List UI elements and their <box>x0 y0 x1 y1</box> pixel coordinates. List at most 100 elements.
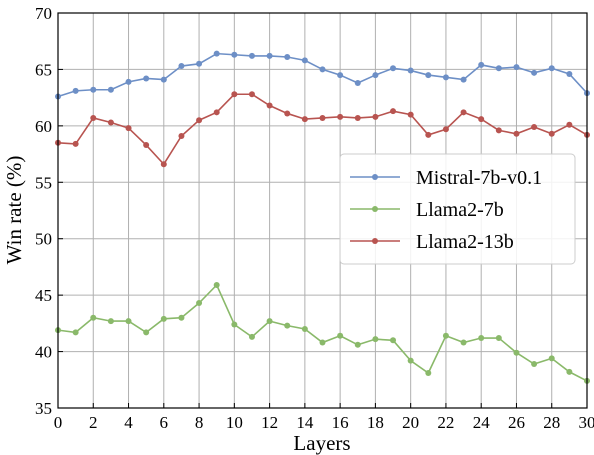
legend-label-mistral-7b-v0-1: Mistral-7b-v0.1 <box>416 167 542 189</box>
data-point-llama2-7b <box>143 329 150 336</box>
y-tick-label: 70 <box>35 4 52 23</box>
data-point-mistral-7b-v0-1 <box>372 72 379 79</box>
data-point-llama2-13b <box>284 110 291 117</box>
x-axis-label: Layers <box>293 431 350 455</box>
data-point-llama2-13b <box>125 125 132 132</box>
data-point-llama2-7b <box>284 322 291 329</box>
data-point-llama2-13b <box>425 131 432 138</box>
data-point-llama2-13b <box>107 119 114 126</box>
legend-label-llama2-7b: Llama2-7b <box>416 199 504 221</box>
data-point-llama2-13b <box>337 113 344 120</box>
data-point-llama2-7b <box>372 336 379 343</box>
data-point-llama2-13b <box>442 126 449 133</box>
data-point-mistral-7b-v0-1 <box>460 76 467 83</box>
data-point-llama2-7b <box>513 349 520 356</box>
data-point-llama2-7b <box>248 333 255 340</box>
data-point-mistral-7b-v0-1 <box>407 67 414 74</box>
data-point-llama2-7b <box>478 335 485 342</box>
data-point-llama2-13b <box>213 109 220 116</box>
x-tick-label: 8 <box>195 413 204 432</box>
series-layer <box>55 50 590 384</box>
data-point-mistral-7b-v0-1 <box>284 54 291 61</box>
data-point-mistral-7b-v0-1 <box>125 78 132 85</box>
data-point-llama2-7b <box>407 357 414 364</box>
data-point-mistral-7b-v0-1 <box>143 75 150 82</box>
x-tick-label: 28 <box>543 413 560 432</box>
x-tick-label: 26 <box>508 413 525 432</box>
data-point-mistral-7b-v0-1 <box>90 86 97 93</box>
data-point-llama2-13b <box>248 91 255 98</box>
data-point-mistral-7b-v0-1 <box>72 87 79 94</box>
data-point-mistral-7b-v0-1 <box>425 72 432 79</box>
data-point-llama2-13b <box>390 108 397 115</box>
series-line-mistral-7b-v0-1 <box>57 52 588 98</box>
data-point-llama2-7b <box>125 318 132 325</box>
data-point-llama2-7b <box>196 300 203 307</box>
y-tick-label: 55 <box>35 173 52 192</box>
data-point-mistral-7b-v0-1 <box>213 50 220 57</box>
y-tick-label: 50 <box>35 230 52 249</box>
data-point-llama2-13b <box>196 117 203 124</box>
legend-marker-llama2-13b <box>372 238 378 244</box>
data-point-llama2-7b <box>72 329 79 336</box>
x-tick-label: 20 <box>402 413 419 432</box>
data-point-mistral-7b-v0-1 <box>107 86 114 93</box>
legend-marker-llama2-7b <box>372 206 378 212</box>
data-point-llama2-13b <box>513 130 520 137</box>
data-point-llama2-13b <box>178 133 185 140</box>
x-tick-label: 4 <box>124 413 133 432</box>
data-point-llama2-7b <box>90 314 97 321</box>
data-point-llama2-7b <box>319 339 326 346</box>
data-point-llama2-13b <box>478 116 485 123</box>
data-point-llama2-13b <box>566 121 573 128</box>
legend-marker-mistral-7b-v0-1 <box>372 174 378 180</box>
data-point-llama2-7b <box>337 332 344 339</box>
data-point-llama2-7b <box>390 337 397 344</box>
plot-frame <box>57 12 588 409</box>
legend-label-llama2-13b: Llama2-13b <box>416 231 514 253</box>
data-point-llama2-13b <box>460 109 467 116</box>
data-point-llama2-7b <box>107 318 114 325</box>
x-tick-label: 0 <box>54 413 63 432</box>
data-point-llama2-7b <box>548 355 555 362</box>
data-point-llama2-13b <box>90 114 97 121</box>
x-tick-label: 2 <box>89 413 98 432</box>
y-tick-label: 65 <box>35 60 52 79</box>
data-point-llama2-13b <box>301 116 308 123</box>
data-point-mistral-7b-v0-1 <box>248 52 255 59</box>
y-axis-label: Win rate (%) <box>2 156 26 265</box>
data-point-llama2-13b <box>319 114 326 121</box>
data-point-mistral-7b-v0-1 <box>442 74 449 81</box>
x-tick-label: 14 <box>296 413 314 432</box>
x-tick-label: 24 <box>473 413 491 432</box>
data-point-llama2-13b <box>160 161 167 168</box>
series-line-llama2-7b <box>57 283 588 382</box>
data-point-llama2-7b <box>442 332 449 339</box>
data-point-mistral-7b-v0-1 <box>337 72 344 79</box>
data-point-llama2-13b <box>548 130 555 137</box>
y-tick-label: 35 <box>35 399 52 418</box>
data-point-mistral-7b-v0-1 <box>531 69 538 76</box>
x-tick-label: 6 <box>160 413 169 432</box>
data-point-mistral-7b-v0-1 <box>513 64 520 71</box>
data-point-mistral-7b-v0-1 <box>178 63 185 70</box>
legend-box <box>339 153 576 265</box>
x-tick-label: 30 <box>579 413 594 432</box>
data-point-llama2-13b <box>407 111 414 118</box>
data-point-mistral-7b-v0-1 <box>319 66 326 73</box>
data-point-mistral-7b-v0-1 <box>566 70 573 77</box>
data-point-llama2-13b <box>72 140 79 147</box>
data-point-llama2-7b <box>301 326 308 332</box>
data-point-llama2-13b <box>531 123 538 130</box>
data-point-mistral-7b-v0-1 <box>160 76 167 83</box>
x-tick-label: 12 <box>261 413 278 432</box>
x-tick-label: 18 <box>367 413 384 432</box>
data-point-llama2-13b <box>143 142 150 149</box>
ticks: 0 2 4 6 8 10 12 14 16 18 20 22 24 26 28 303540455055606… <box>35 4 594 432</box>
data-point-llama2-7b <box>495 335 502 342</box>
data-point-llama2-13b <box>495 127 502 134</box>
data-point-mistral-7b-v0-1 <box>266 52 273 59</box>
data-point-llama2-13b <box>372 113 379 120</box>
data-point-llama2-7b <box>160 315 167 322</box>
